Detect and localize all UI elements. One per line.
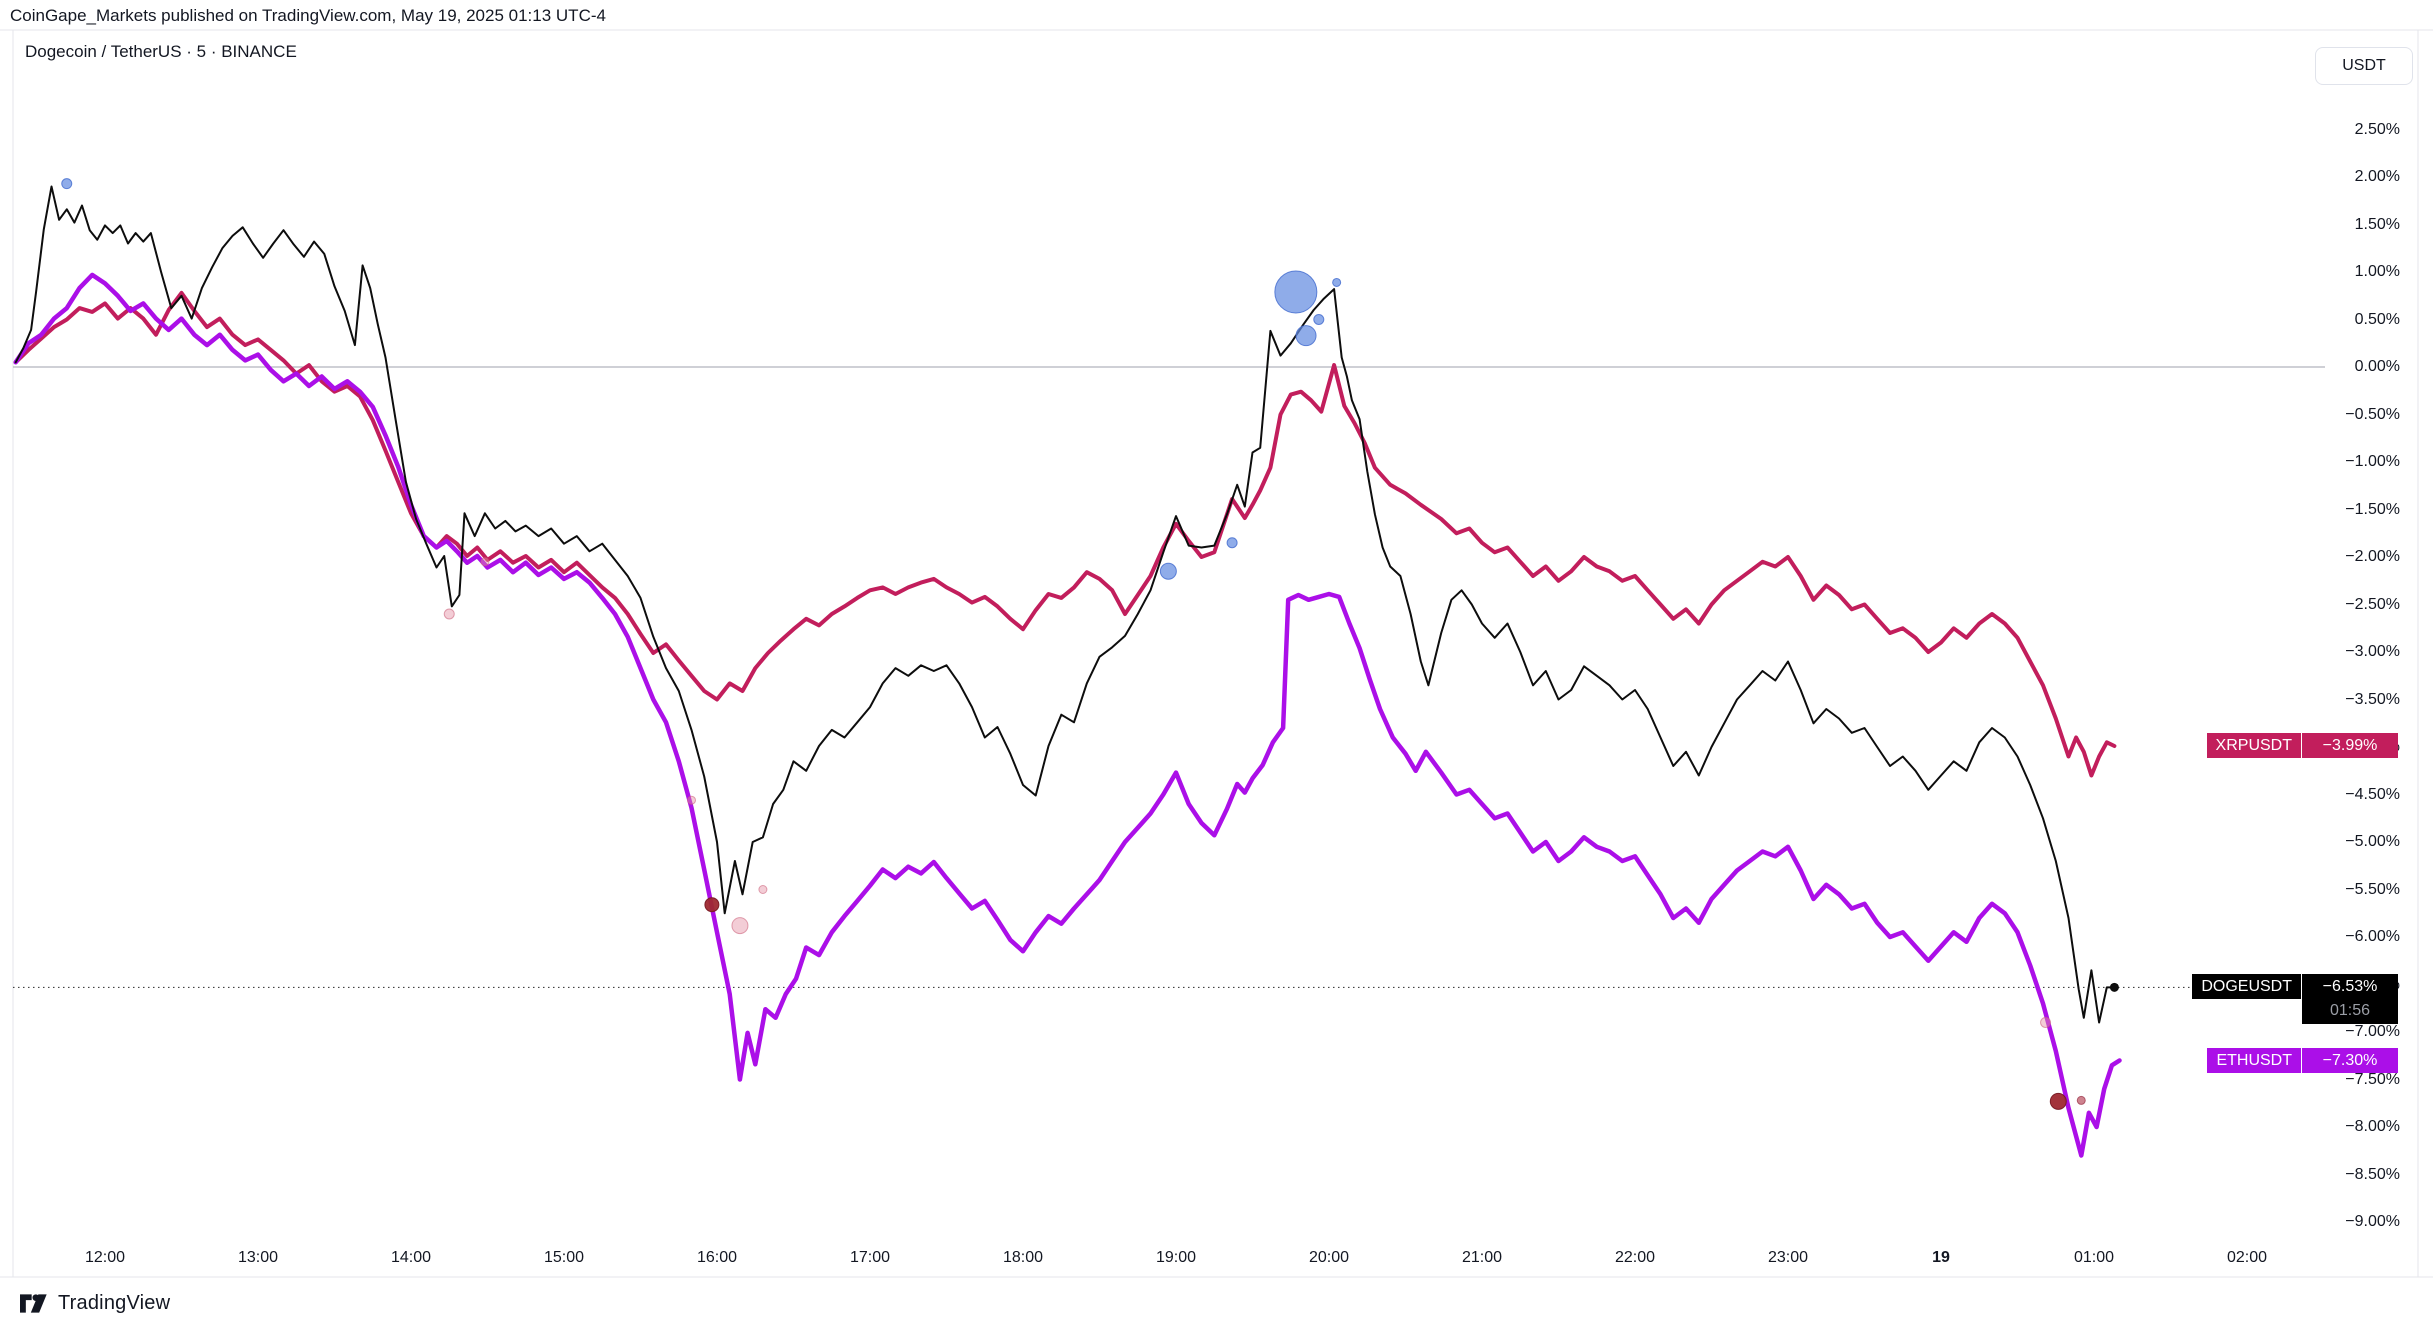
dogeusdt-endpoint-dot (2109, 982, 2119, 992)
volume-bubble-red (2049, 1092, 2067, 1110)
price-scale-tick: −5.50% (2345, 880, 2400, 898)
time-scale-tick: 15:00 (543, 1249, 585, 1266)
attribution-text: CoinGape_Markets published on TradingVie… (10, 6, 606, 25)
volume-bubble-red (480, 557, 490, 567)
volume-bubble-blue (61, 178, 73, 190)
footer-brand[interactable]: TradingView (20, 1292, 170, 1315)
dogeusdt-line (14, 185, 2116, 1024)
volume-bubble-red (687, 795, 696, 805)
price-scale-tick: −8.00% (2345, 1118, 2400, 1135)
tradingview-brand-text: TradingView (58, 1292, 171, 1314)
doge-price-label: DOGEUSDT −6.53% 01:56 (2192, 974, 2398, 1025)
volume-bubble-red (704, 897, 720, 913)
price-scale-tick: −3.50% (2345, 690, 2400, 708)
doge-last-value: −6.53% 01:56 (2301, 974, 2398, 1025)
volume-bubble-red (731, 917, 749, 935)
volume-bubble-red (443, 608, 455, 620)
price-scale-tick: −1.50% (2345, 500, 2400, 518)
symbol-title: Dogecoin / TetherUS · 5 · BINANCE (25, 42, 297, 61)
time-scale-tick: 02:00 (2226, 1249, 2268, 1266)
price-scale-tick: −1.00% (2345, 453, 2400, 470)
eth-symbol-tag: ETHUSDT (2207, 1047, 2301, 1073)
time-scale-tick: 20:00 (1308, 1249, 1350, 1266)
volume-bubble-blue (1159, 562, 1177, 580)
doge-symbol-tag: DOGEUSDT (2192, 974, 2301, 1000)
time-scale-tick: 21:00 (1461, 1249, 1503, 1266)
price-scale-tick: 0.50% (2354, 310, 2400, 328)
time-scale-tick: 19:00 (1155, 1249, 1197, 1266)
time-scale-tick: 01:00 (2073, 1249, 2115, 1266)
eth-price-label: ETHUSDT −7.30% (2207, 1047, 2398, 1073)
price-scale-tick: 1.00% (2354, 263, 2400, 280)
ethusdt-line (13, 272, 2122, 1158)
time-scale-tick: 12:00 (84, 1249, 126, 1266)
xrp-last-value: −3.99% (2301, 733, 2398, 759)
time-scale-tick: 16:00 (696, 1249, 738, 1266)
xrpusdt-line (13, 290, 2117, 778)
volume-bubble-red (2076, 1095, 2086, 1105)
price-scale-tick: −9.00% (2345, 1213, 2400, 1230)
price-scale-tick: −2.00% (2345, 548, 2400, 565)
xrp-symbol-tag: XRPUSDT (2206, 733, 2301, 759)
price-scale-tick: −7.50% (2345, 1070, 2400, 1088)
bar-countdown-timer: 01:56 (2329, 1002, 2371, 1020)
time-scale-tick: 23:00 (1767, 1249, 1809, 1266)
price-scale-tick: −5.00% (2345, 833, 2400, 850)
time-scale-tick: 17:00 (849, 1249, 891, 1266)
time-scale-tick: 18:00 (1002, 1249, 1044, 1266)
price-scale-tick: 0.00% (2354, 358, 2400, 375)
price-scale-tick: −0.50% (2345, 405, 2400, 423)
volume-bubble-red (758, 885, 768, 894)
time-scale-tick: 19 (1932, 1249, 1950, 1266)
price-scale-tick: −3.00% (2345, 643, 2400, 660)
price-scale-tick: 1.50% (2354, 215, 2400, 233)
price-scale-tick: 2.50% (2354, 120, 2400, 138)
time-scale-tick: 22:00 (1614, 1249, 1656, 1266)
price-scale-tick: −7.00% (2345, 1023, 2400, 1040)
eth-last-value: −7.30% (2301, 1047, 2398, 1073)
xrp-price-label: XRPUSDT −3.99% (2206, 733, 2398, 759)
volume-bubble-blue (1332, 277, 1342, 287)
tradingview-logo-icon (20, 1294, 47, 1313)
doge-last-value-text: −6.53% (2322, 978, 2378, 996)
time-scale-tick: 14:00 (390, 1249, 432, 1266)
volume-bubble-red (2040, 1017, 2052, 1028)
volume-bubble-blue (1295, 325, 1317, 347)
volume-bubble-blue (1226, 537, 1238, 549)
time-scale-tick: 13:00 (237, 1249, 279, 1266)
price-scale-tick: 2.00% (2354, 168, 2400, 185)
currency-toggle-button[interactable]: USDT (2315, 47, 2413, 85)
volume-bubble-blue (1274, 270, 1318, 314)
price-scale-tick: −2.50% (2345, 595, 2400, 613)
volume-bubble-blue (1313, 314, 1325, 325)
price-scale-tick: −6.00% (2345, 928, 2400, 945)
price-scale-tick: −4.50% (2345, 785, 2400, 803)
price-scale-tick: −8.50% (2345, 1165, 2400, 1183)
